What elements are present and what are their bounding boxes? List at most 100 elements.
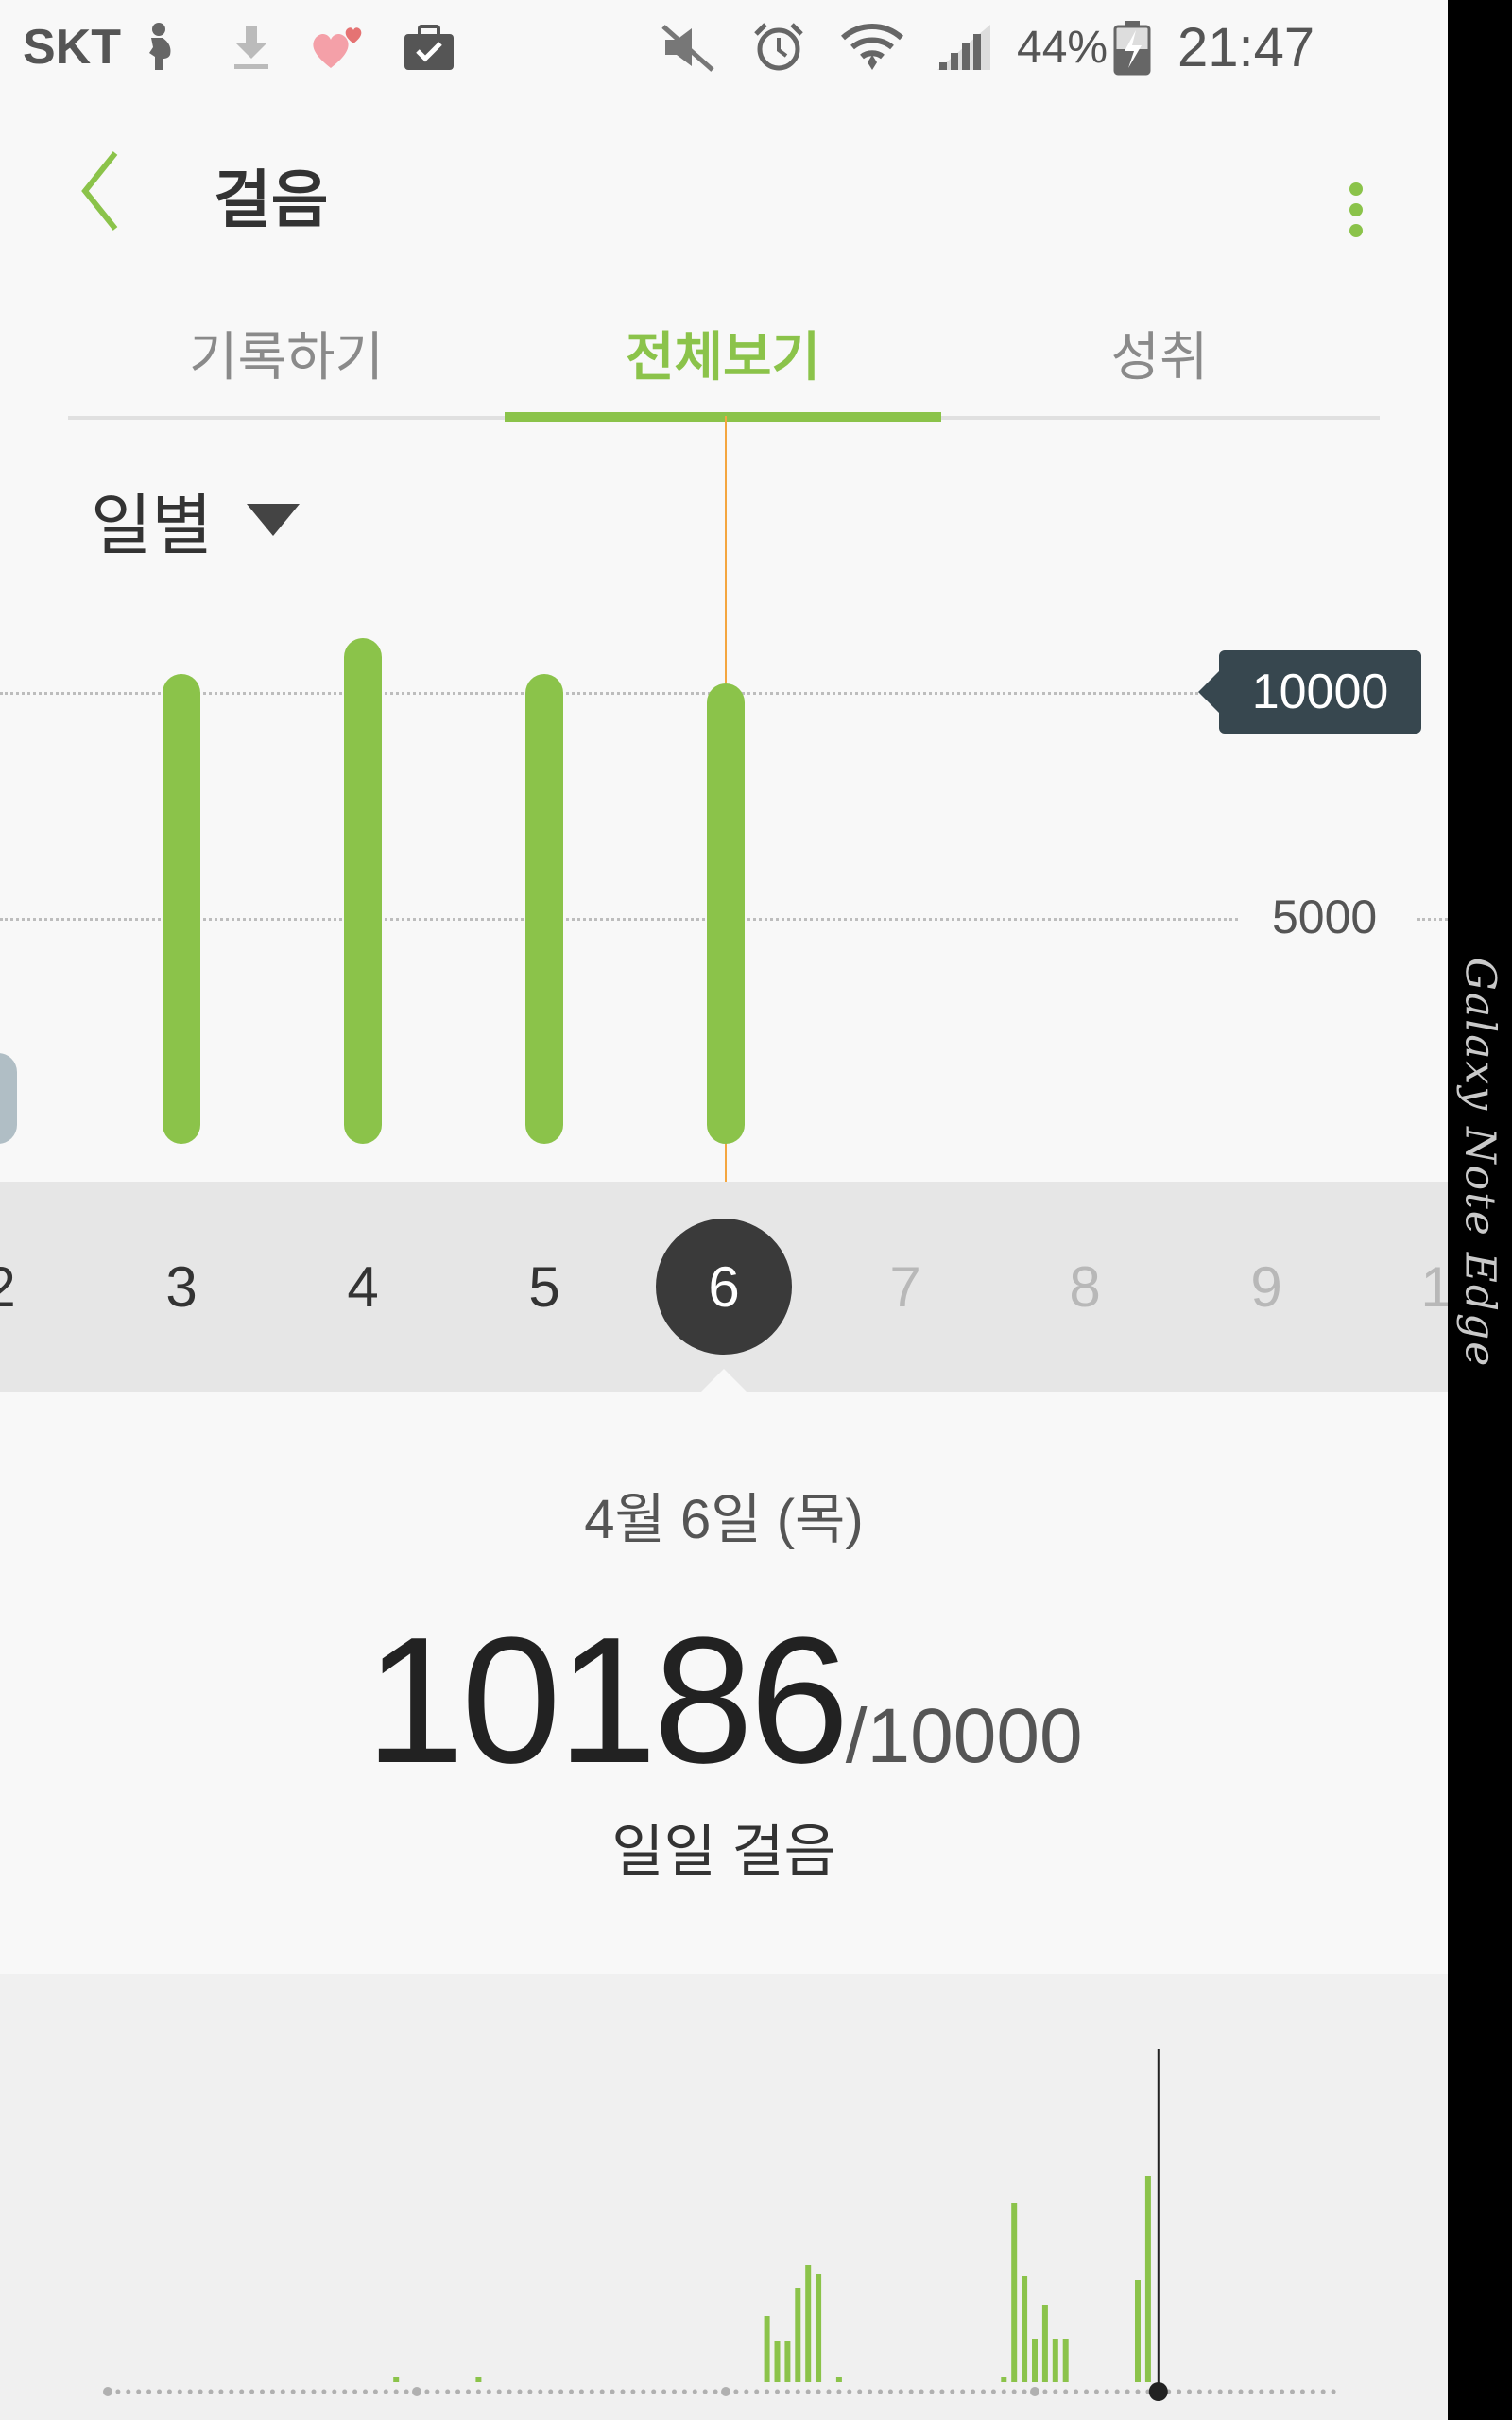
hourly-baseline-dot xyxy=(733,2389,739,2394)
day-item-6[interactable]: 6 xyxy=(653,1182,795,1392)
hourly-baseline-dot xyxy=(1074,2389,1079,2394)
hourly-baseline-dot xyxy=(898,2389,903,2394)
hourly-baseline-dot xyxy=(507,2389,512,2394)
period-dropdown[interactable]: 일별 xyxy=(91,473,300,567)
hourly-baseline-dot xyxy=(784,2389,790,2394)
hourly-baseline-dot xyxy=(971,2389,976,2394)
battery-icon xyxy=(1111,21,1153,76)
hourly-bar xyxy=(835,2377,842,2382)
bar-day-2[interactable] xyxy=(0,1053,17,1144)
back-arrow-icon xyxy=(81,151,118,231)
back-button[interactable] xyxy=(74,142,149,246)
hourly-baseline-dot xyxy=(1290,2389,1295,2394)
hourly-baseline-dot xyxy=(486,2389,491,2394)
steps-summary: 10186 /10000 xyxy=(0,1598,1448,1804)
day-item-4[interactable]: 4 xyxy=(292,1182,434,1392)
hourly-baseline-dot xyxy=(805,2389,811,2394)
hourly-steps-chart xyxy=(0,1974,1448,2420)
hourly-baseline-dot xyxy=(1125,2389,1130,2394)
hourly-baseline-dot xyxy=(527,2389,533,2394)
download-icon xyxy=(225,21,278,74)
current-time-marker[interactable] xyxy=(1148,2382,1168,2401)
tab-record[interactable]: 기록하기 xyxy=(188,326,385,387)
hourly-baseline-dot xyxy=(908,2389,914,2394)
hourly-baseline-dot xyxy=(1001,2389,1006,2394)
hourly-baseline-dot xyxy=(146,2389,152,2394)
hourly-baseline-dot xyxy=(115,2389,121,2394)
hourly-baseline-dot xyxy=(721,2387,730,2396)
tab-bar: 기록하기 전체보기 성취 xyxy=(68,284,1380,422)
hourly-baseline-dot xyxy=(1196,2389,1202,2394)
hourly-baseline-dot xyxy=(455,2389,461,2394)
hourly-baseline-dot xyxy=(1187,2389,1192,2394)
hourly-bar xyxy=(805,2265,812,2382)
hourly-baseline-dot xyxy=(1022,2389,1027,2394)
bar-day-6[interactable] xyxy=(707,683,745,1144)
steps-count: 10186 xyxy=(365,1600,849,1801)
hourly-baseline-dot xyxy=(1269,2389,1275,2394)
hourly-bar xyxy=(784,2341,791,2382)
hourly-baseline-dot xyxy=(775,2389,780,2394)
day-item-8[interactable]: 8 xyxy=(1014,1182,1156,1392)
hourly-baseline-dot xyxy=(960,2389,966,2394)
hourly-baseline-dot xyxy=(630,2389,636,2394)
day-item-7[interactable]: 7 xyxy=(834,1182,976,1392)
day-item-9[interactable]: 9 xyxy=(1195,1182,1337,1392)
hourly-bar xyxy=(1062,2339,1069,2382)
hourly-baseline-dot xyxy=(126,2389,131,2394)
hourly-baseline-dot xyxy=(919,2389,924,2394)
hourly-baseline-dot xyxy=(229,2389,234,2394)
gridline-5000 xyxy=(0,918,1238,921)
steps-goal: /10000 xyxy=(845,1693,1083,1779)
hourly-baseline-dot xyxy=(765,2389,770,2394)
bar-day-5[interactable] xyxy=(525,673,563,1144)
hourly-baseline-dot xyxy=(208,2389,214,2394)
day-label: 8 xyxy=(1069,1254,1101,1319)
page-title: 걸음 xyxy=(214,164,329,234)
hourly-bar xyxy=(1041,2305,1048,2382)
hourly-baseline-dot xyxy=(816,2389,821,2394)
hourly-baseline-dot xyxy=(744,2389,749,2394)
tab-overview[interactable]: 전체보기 xyxy=(625,326,821,387)
day-item-2[interactable]: 2 xyxy=(0,1182,71,1392)
hourly-baseline-dot xyxy=(496,2389,502,2394)
bar-day-4[interactable] xyxy=(344,637,382,1144)
hourly-baseline-dot xyxy=(218,2389,224,2394)
hourly-baseline-dot xyxy=(260,2389,265,2394)
hourly-baseline-dot xyxy=(280,2389,285,2394)
hourly-baseline-dot xyxy=(620,2389,626,2394)
tab-achievements[interactable]: 성취 xyxy=(1110,326,1209,387)
day-selector: 2 3 4 5 6 7 8 9 1 xyxy=(0,1182,1448,1392)
hourly-baseline-dot xyxy=(332,2389,337,2394)
carrier-label: SKT xyxy=(23,20,121,75)
bar-day-3[interactable] xyxy=(163,673,200,1144)
hearts-icon xyxy=(308,21,369,74)
mute-icon xyxy=(658,21,718,74)
day-item-3[interactable]: 3 xyxy=(111,1182,252,1392)
hourly-baseline-dot xyxy=(569,2389,574,2394)
day-label: 6 xyxy=(656,1219,792,1355)
pregnant-icon xyxy=(132,21,185,74)
hourly-baseline-dot xyxy=(589,2389,594,2394)
hourly-baseline-dot xyxy=(352,2389,358,2394)
day-item-1[interactable]: 1 xyxy=(1366,1182,1448,1392)
hourly-baseline-dot xyxy=(517,2389,523,2394)
hourly-baseline-dot xyxy=(868,2389,873,2394)
hourly-baseline-dot xyxy=(939,2389,945,2394)
clock-time: 21:47 xyxy=(1177,16,1315,78)
more-options-button[interactable] xyxy=(1332,142,1380,246)
tab-active-indicator xyxy=(505,412,941,422)
hourly-baseline-dot xyxy=(136,2389,142,2394)
day-item-5[interactable]: 5 xyxy=(473,1182,615,1392)
daily-steps-chart: 5000 10000 xyxy=(0,416,1448,1182)
hourly-baseline-dot xyxy=(372,2389,378,2394)
hourly-baseline-dot xyxy=(198,2389,203,2394)
hourly-baseline-dot xyxy=(651,2389,657,2394)
hourly-baseline-dot xyxy=(311,2389,317,2394)
hourly-baseline-dot xyxy=(702,2389,708,2394)
day-label: 2 xyxy=(0,1254,16,1320)
hourly-baseline-dot xyxy=(1299,2389,1305,2394)
y-tick-label: 5000 xyxy=(1272,890,1378,943)
hourly-baseline-dot xyxy=(826,2389,832,2394)
hourly-bar xyxy=(1052,2339,1058,2382)
